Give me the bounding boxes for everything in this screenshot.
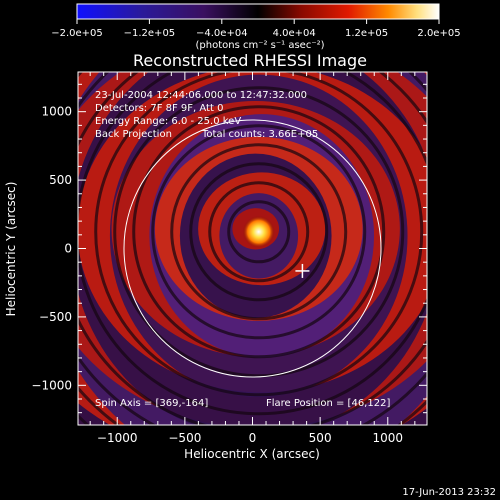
annotations: 23-Jul-2004 12:44:06.000 to 12:47:32.000… [95,90,390,409]
heatmap-ring-gap [78,72,427,416]
colorbar-tick-label: −4.0e+04 [196,28,248,39]
y-tick-label: −500 [39,310,72,324]
chart-title: Reconstructed RHESSI Image [133,51,367,70]
y-tick-labels: 1000 500 0 −500 −1000 [31,105,72,393]
colorbar-tick-label: 1.2e+05 [345,28,388,39]
x-tick-label: 0 [249,431,257,445]
heatmap-ring-gap [189,162,329,302]
date-range-text: 23-Jul-2004 12:44:06.000 to 12:47:32.000 [95,90,307,101]
x-tick-labels: −1000 −500 0 500 1000 [97,431,403,445]
colorbar-tick-label: 4.0e+04 [273,28,316,39]
energy-range-text: Energy Range: 6.0 - 25.0 keV [95,116,241,127]
y-tick-label: 1000 [41,105,72,119]
spin-axis-marker [295,263,310,278]
x-tick-label: 500 [309,431,332,445]
axis-ticks [78,72,427,425]
flare-position-text: Flare Position = [46,122] [266,398,390,409]
colorbar-tick-labels: −2.0e+05 −1.2e+05 −4.0e+04 4.0e+04 1.2e+05 2.… [51,28,460,39]
heatmap-ring-gap [151,124,367,340]
colorbar-gradient [76,3,440,20]
y-tick-label: −1000 [31,378,72,392]
heatmap-ring-gap [170,143,348,321]
colorbar-unit-label: (photons cm⁻² s⁻¹ asec⁻²) [195,40,324,51]
heatmap-ring-gap [227,200,291,264]
x-tick-label: 1000 [372,431,403,445]
solar-limb [123,119,382,378]
y-tick-label: 0 [64,242,72,256]
heatmap-ring-gap [132,105,386,359]
colorbar-ticks [76,19,440,24]
colorbar-tick-label: −1.2e+05 [124,28,176,39]
colorbar-tick-label: −2.0e+05 [51,28,103,39]
detectors-text: Detectors: 7F 8F 9F, Att 0 [95,103,223,114]
colorbar-tick-label: 2.0e+05 [417,28,460,39]
heatmap-ring-gap [208,181,310,283]
total-counts-text: Total counts: 3.66E+05 [201,129,318,140]
spin-axis-text: Spin Axis = [369,-164] [95,398,208,409]
method-text: Back Projection [95,129,172,140]
x-tick-label: −500 [168,431,201,445]
x-axis-label: Heliocentric X (arcsec) [184,447,320,461]
flare-core [242,215,275,248]
y-axis-label: Heliocentric Y (arcsec) [4,182,18,317]
heatmap-ring-gap [94,72,424,397]
x-tick-label: −1000 [97,431,138,445]
y-tick-label: 500 [49,173,72,187]
footer-timestamp: 17-Jun-2013 23:32 [402,487,496,498]
colorbar: −2.0e+05 −1.2e+05 −4.0e+04 4.0e+04 1.2e+05 2.… [51,3,461,51]
heatmap-ring-gap [113,86,405,378]
